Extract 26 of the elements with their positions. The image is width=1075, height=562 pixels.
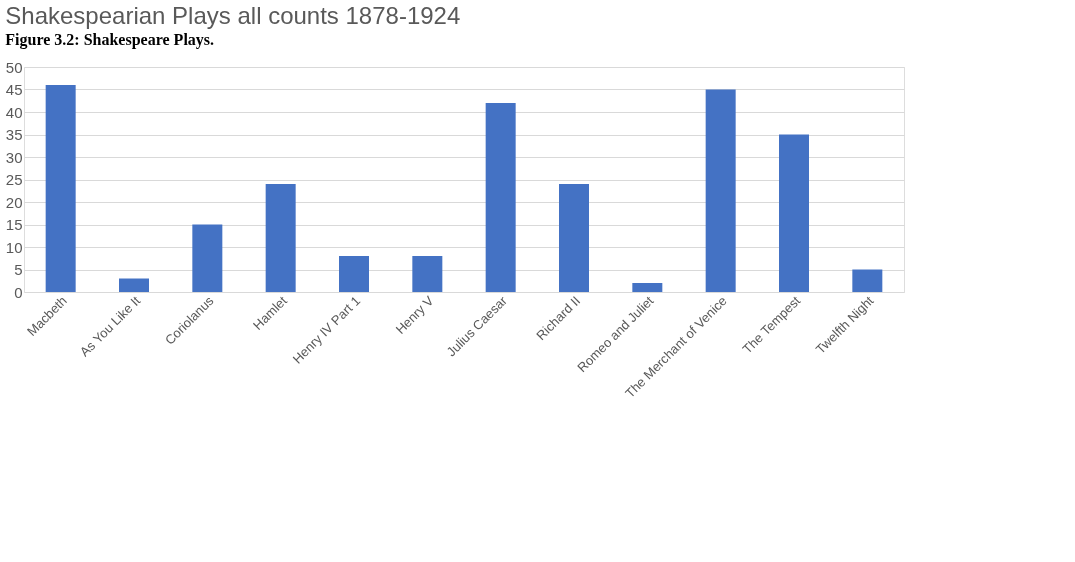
y-tick-label: 10: [5, 238, 23, 256]
bar: [339, 256, 369, 292]
caption: Figure 3.2: Shakespeare Plays.: [5, 31, 215, 49]
x-tick-label: As You Like It: [76, 292, 144, 360]
bar: [265, 184, 296, 292]
bar: [852, 269, 883, 292]
chart-title: Shakespearian Plays all counts 1878-1924: [5, 2, 461, 29]
bar: [119, 278, 149, 292]
y-tick-label: 25: [5, 171, 23, 188]
bar: [485, 103, 516, 292]
bar: [632, 283, 663, 292]
y-tick-label: 45: [5, 81, 23, 98]
bar: [412, 256, 443, 292]
y-tick-label: 0: [14, 283, 23, 301]
bar: [45, 85, 76, 292]
y-tick-label: 15: [5, 216, 23, 233]
bar: [705, 89, 736, 292]
y-tick-label: 30: [5, 148, 23, 166]
y-tick-label: 20: [5, 193, 23, 211]
bar: [779, 134, 809, 292]
bar: [559, 184, 589, 292]
y-tick-label: 35: [5, 126, 23, 143]
bar: [192, 224, 223, 292]
y-tick-label: 40: [5, 103, 23, 121]
y-tick-label: 50: [5, 58, 23, 76]
y-tick-label: 5: [14, 261, 23, 278]
